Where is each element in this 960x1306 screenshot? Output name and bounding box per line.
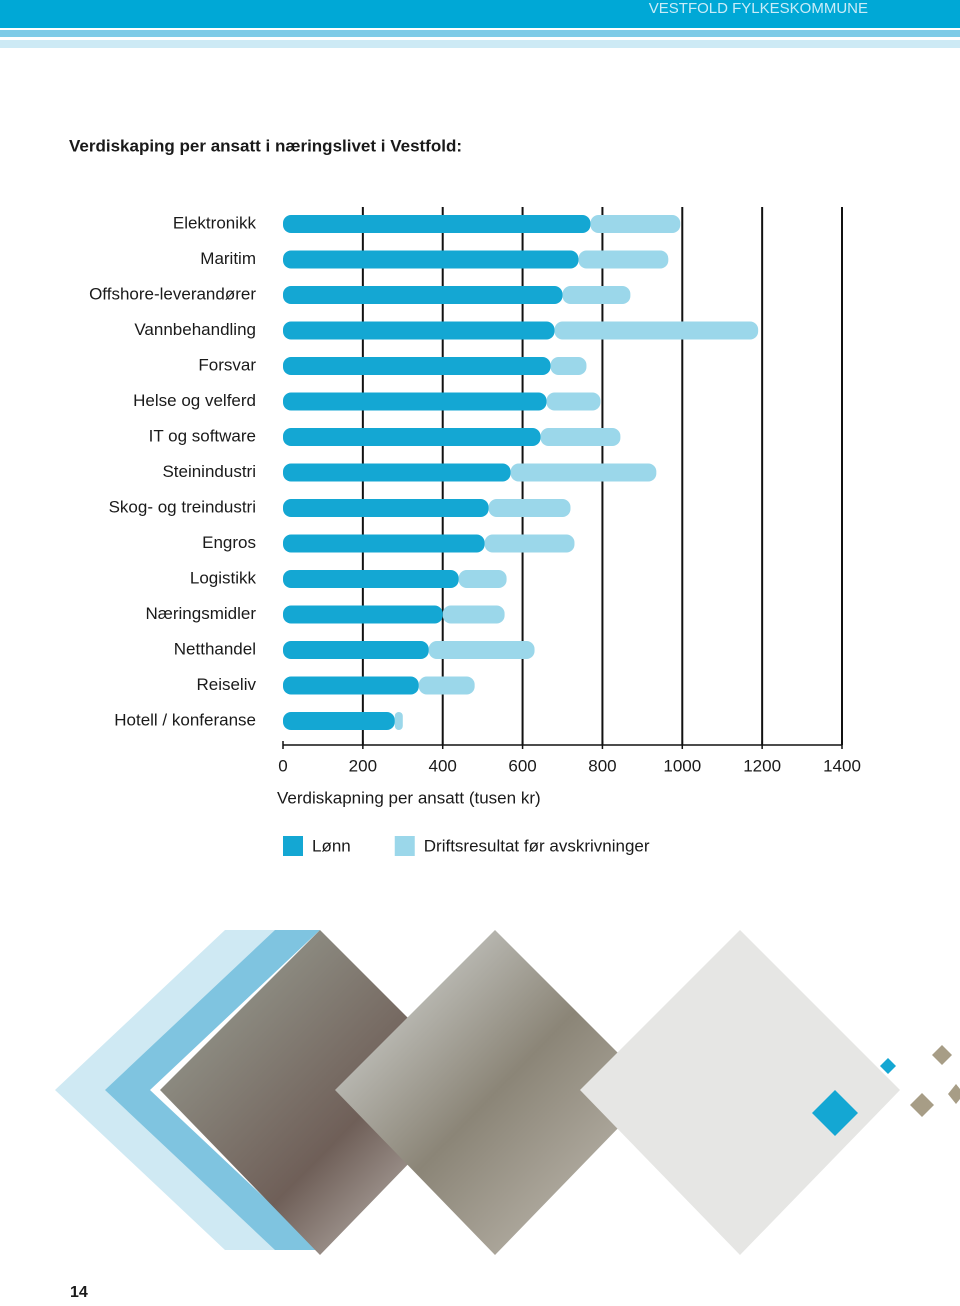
bar-segment	[283, 605, 443, 624]
x-axis-label: Verdiskapning per ansatt (tusen kr)	[277, 788, 541, 807]
legend-label: Lønn	[312, 836, 351, 855]
photo-collage	[55, 930, 960, 1255]
bar-segment	[428, 641, 535, 659]
bar-segment	[590, 215, 681, 233]
bar-segment	[510, 463, 657, 482]
y-tick-label: Engros	[202, 533, 256, 552]
bar-segment	[283, 250, 579, 269]
decor-shape	[932, 1045, 952, 1065]
bar-segment	[283, 641, 429, 659]
bar-segment	[283, 215, 591, 233]
bar-segment	[540, 428, 621, 446]
bar-segment	[418, 676, 475, 695]
bar-segment	[283, 676, 419, 695]
bar-segment	[283, 321, 555, 340]
y-tick-label: Maritim	[200, 249, 256, 268]
x-tick-label: 1200	[743, 756, 781, 775]
y-tick-label: Logistikk	[190, 568, 257, 587]
bar-segment	[394, 712, 403, 730]
y-tick-label: Elektronikk	[173, 213, 257, 232]
bar-segment	[283, 499, 489, 517]
bar-segment	[283, 712, 395, 730]
y-tick-label: Helse og velferd	[133, 391, 256, 410]
y-tick-label: Offshore-leverandører	[89, 284, 256, 303]
x-tick-label: 400	[429, 756, 457, 775]
page-number: 14	[70, 1284, 88, 1301]
x-tick-label: 600	[508, 756, 536, 775]
y-tick-label: Skog- og treindustri	[109, 497, 256, 516]
y-tick-label: Vannbehandling	[134, 320, 256, 339]
y-tick-label: Forsvar	[198, 355, 256, 374]
header-bar	[0, 0, 960, 28]
header-strip	[0, 30, 960, 37]
header-text: VESTFOLD FYLKESKOMMUNE	[649, 0, 868, 17]
bar-segment	[488, 499, 571, 517]
x-tick-label: 1400	[823, 756, 861, 775]
bar-segment	[442, 605, 505, 624]
legend-swatch	[394, 836, 415, 856]
legend-swatch	[283, 836, 303, 856]
decor-shape	[910, 1093, 934, 1117]
y-tick-label: Steinindustri	[162, 462, 256, 481]
y-tick-label: Hotell / konferanse	[114, 710, 256, 729]
bar-segment	[578, 250, 669, 269]
decor-shape	[948, 1084, 960, 1104]
bar-segment	[546, 392, 601, 411]
bar-segment	[562, 286, 631, 304]
y-tick-label: Næringsmidler	[145, 604, 256, 623]
decor-shape	[105, 930, 320, 1250]
decor-shape	[880, 1058, 896, 1074]
bar-segment	[283, 357, 551, 375]
bar-segment	[283, 392, 547, 411]
decor-shape	[812, 1090, 858, 1136]
chart-title: Verdiskaping per ansatt i næringslivet i…	[69, 136, 462, 155]
y-tick-label: IT og software	[149, 426, 256, 445]
decor-shape	[55, 930, 300, 1250]
bar-segment	[550, 357, 587, 375]
y-tick-label: Reiseliv	[196, 675, 256, 694]
bar-segment	[283, 286, 563, 304]
x-tick-label: 800	[588, 756, 616, 775]
x-tick-label: 1000	[663, 756, 701, 775]
x-tick-label: 200	[349, 756, 377, 775]
bar-segment	[283, 428, 541, 446]
bar-segment	[554, 321, 759, 340]
photo	[160, 930, 480, 1255]
x-tick-label: 0	[278, 756, 287, 775]
bar-segment	[283, 463, 511, 482]
header-strip	[0, 40, 960, 48]
bar-segment	[283, 534, 485, 553]
bar-segment	[283, 570, 459, 588]
y-tick-label: Netthandel	[174, 639, 256, 658]
bar-segment	[458, 570, 507, 588]
bar-segment	[484, 534, 575, 553]
photo	[335, 930, 655, 1255]
legend-label: Driftsresultat før avskrivninger	[424, 836, 650, 855]
photo	[580, 930, 900, 1255]
